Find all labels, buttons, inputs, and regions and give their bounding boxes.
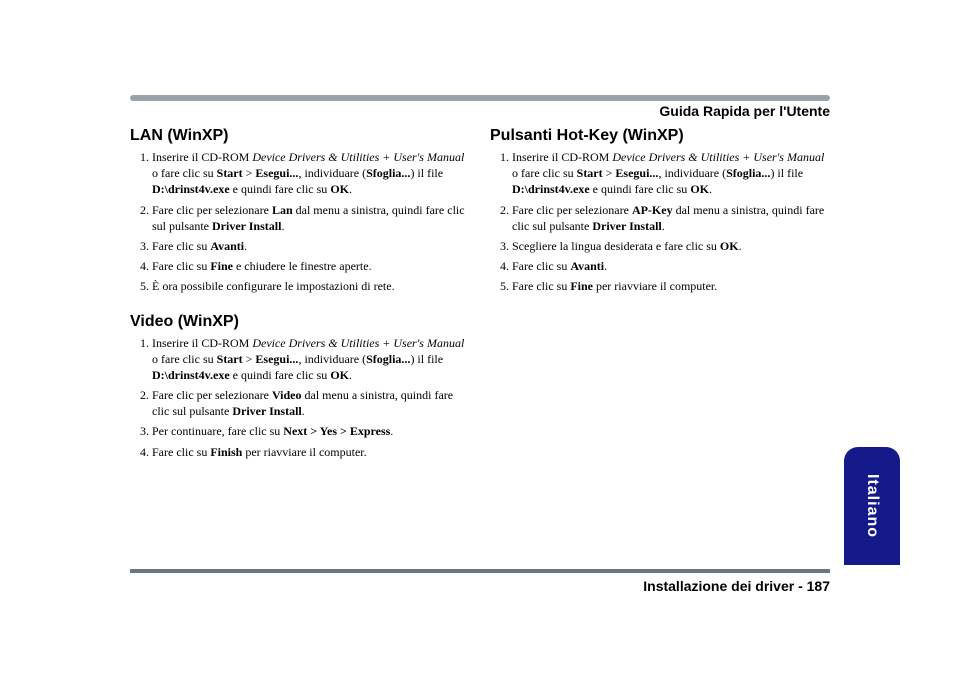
footer-text: Installazione dei driver - 187 [130,578,830,594]
language-tab: Italiano [844,447,900,565]
step-item: Fare clic su Avanti. [512,258,830,274]
step-item: Per continuare, fare clic su Next > Yes … [152,423,470,439]
step-item: Scegliere la lingua desiderata e fare cl… [512,238,830,254]
header-divider [130,95,830,101]
section-steps: Inserire il CD-ROM Device Drivers & Util… [130,335,470,460]
section-lan: LAN (WinXP) Inserire il CD-ROM Device Dr… [130,127,470,295]
footer-page-number: 187 [807,578,830,594]
section-hotkey: Pulsanti Hot-Key (WinXP) Inserire il CD-… [490,127,830,295]
language-tab-label: Italiano [863,474,881,538]
step-item: Fare clic per selezionare AP-Key dal men… [512,202,830,234]
step-item: Fare clic per selezionare Lan dal menu a… [152,202,470,234]
section-title: LAN (WinXP) [130,127,470,145]
content-columns: LAN (WinXP) Inserire il CD-ROM Device Dr… [130,127,830,478]
step-item: Fare clic su Finish per riavviare il com… [152,444,470,460]
step-item: Inserire il CD-ROM Device Drivers & Util… [152,335,470,384]
step-item: Fare clic su Fine per riavviare il compu… [512,278,830,294]
footer-prefix: Installazione dei driver - [643,578,806,594]
section-title: Pulsanti Hot-Key (WinXP) [490,127,830,145]
page-content: Guida Rapida per l'Utente LAN (WinXP) In… [130,95,830,478]
step-item: È ora possibile configurare le impostazi… [152,278,470,294]
section-video: Video (WinXP) Inserire il CD-ROM Device … [130,313,470,460]
step-item: Fare clic su Fine e chiudere le finestre… [152,258,470,274]
left-column: LAN (WinXP) Inserire il CD-ROM Device Dr… [130,127,470,478]
section-steps: Inserire il CD-ROM Device Drivers & Util… [490,149,830,295]
section-steps: Inserire il CD-ROM Device Drivers & Util… [130,149,470,295]
section-title: Video (WinXP) [130,313,470,331]
step-item: Inserire il CD-ROM Device Drivers & Util… [512,149,830,198]
step-item: Inserire il CD-ROM Device Drivers & Util… [152,149,470,198]
right-column: Pulsanti Hot-Key (WinXP) Inserire il CD-… [490,127,830,478]
step-item: Fare clic per selezionare Video dal menu… [152,387,470,419]
header-title: Guida Rapida per l'Utente [130,103,830,127]
step-item: Fare clic su Avanti. [152,238,470,254]
footer-divider [130,569,830,573]
